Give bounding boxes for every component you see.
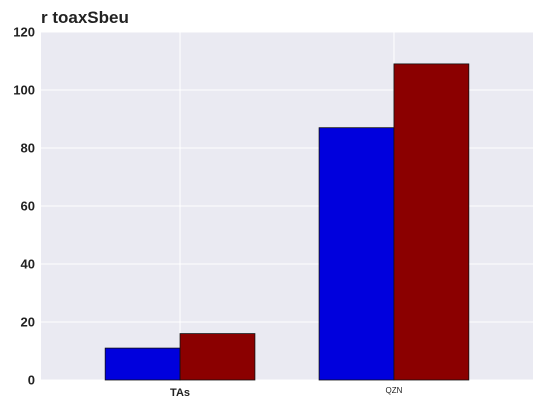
y-tick-label: 60 <box>21 199 35 214</box>
bars <box>104 63 470 381</box>
x-axis-ticks: TAs QZN <box>170 386 403 399</box>
bar-series-1-tas <box>104 347 181 381</box>
y-tick-label: 40 <box>21 257 35 272</box>
y-tick-label: 20 <box>21 315 35 330</box>
y-tick-label: 120 <box>13 25 35 40</box>
y-tick-label: 80 <box>21 141 35 156</box>
y-tick-label: 100 <box>13 83 35 98</box>
y-tick-label: 0 <box>28 373 35 388</box>
bar-series-1-qzn <box>318 127 395 381</box>
bar-series-2-tas <box>179 333 256 381</box>
x-tick-label-tas: TAs <box>170 387 190 399</box>
bar-series-2-qzn <box>393 63 470 381</box>
chart-title: r toaxSbeu <box>41 8 129 27</box>
x-tick-label-qzn: QZN <box>386 386 403 395</box>
y-axis-ticks: 0 20 40 60 80 100 120 <box>13 25 35 388</box>
